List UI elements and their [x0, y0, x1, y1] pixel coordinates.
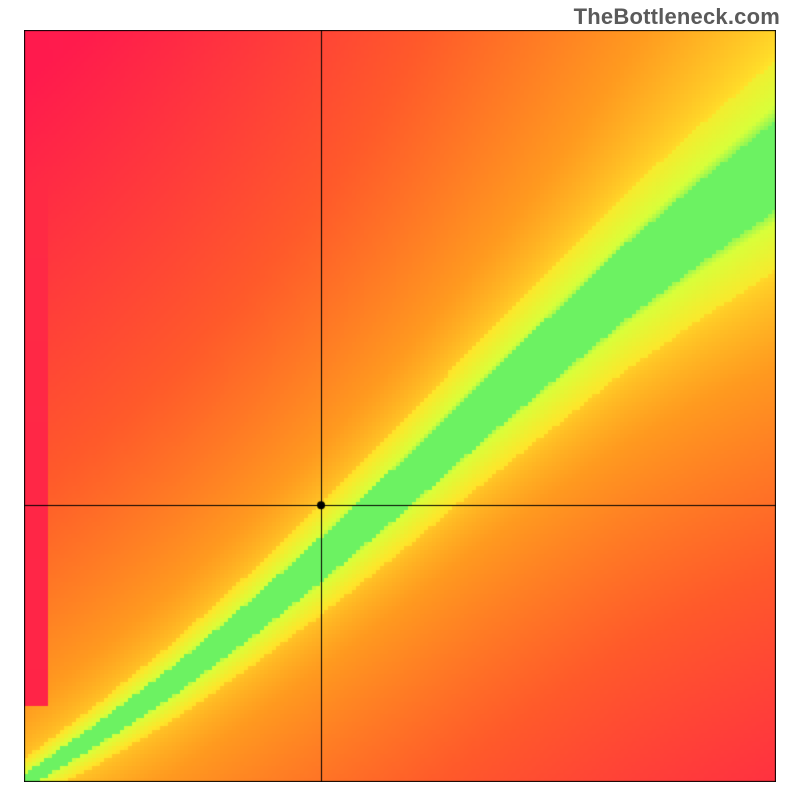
watermark-text: TheBottleneck.com	[574, 4, 780, 30]
bottleneck-heatmap	[24, 30, 776, 782]
chart-container: { "watermark": { "text": "TheBottleneck.…	[0, 0, 800, 800]
